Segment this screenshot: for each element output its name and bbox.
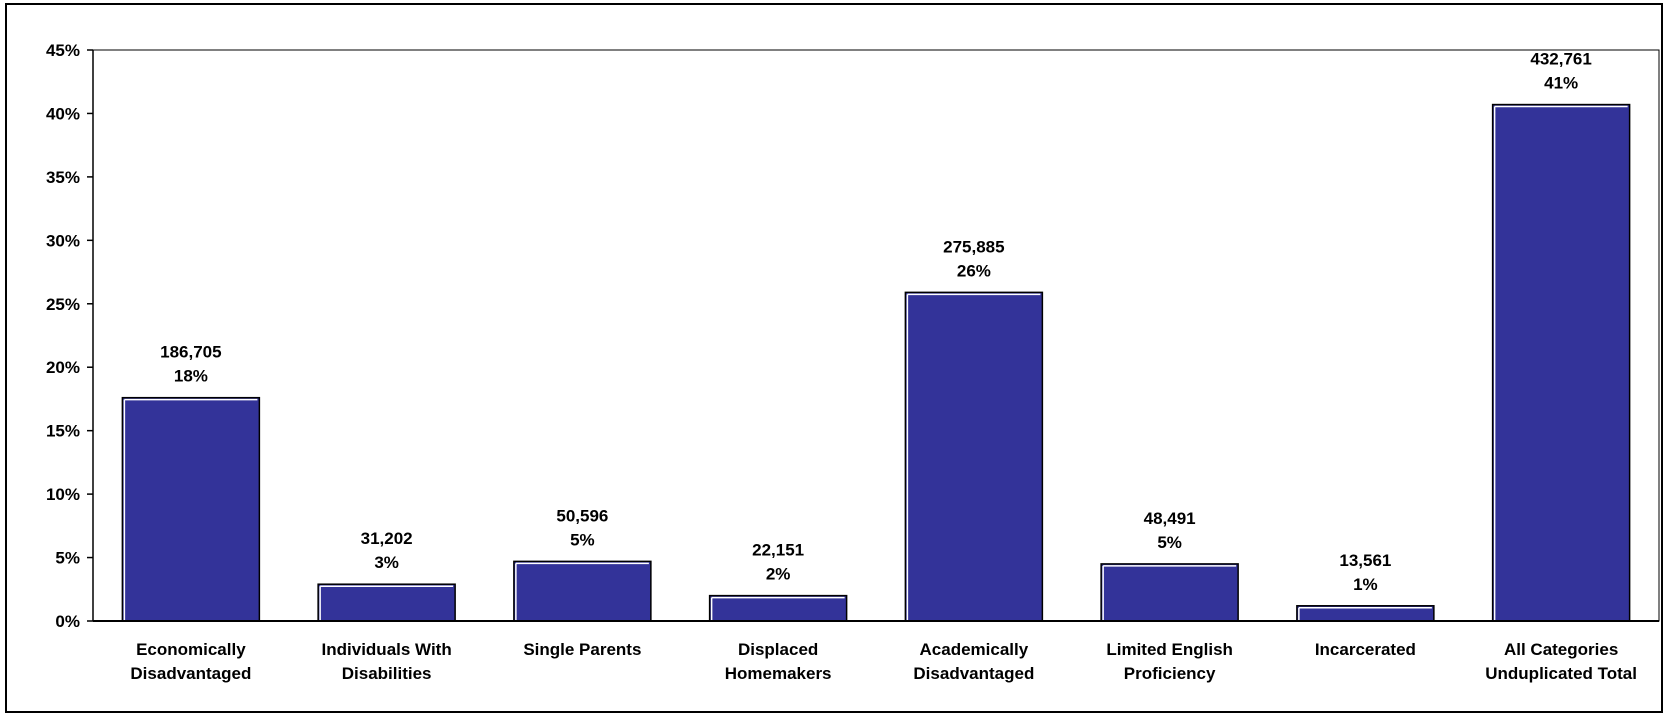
y-tick-label: 20% [46, 358, 80, 377]
bar [905, 292, 1042, 621]
x-tick-label: Academically [920, 640, 1029, 659]
data-label-count: 22,151 [752, 541, 804, 560]
x-tick-label: Disadvantaged [130, 664, 251, 683]
y-tick-label: 40% [46, 104, 80, 123]
data-label-count: 50,596 [556, 506, 608, 525]
data-label-percent: 2% [766, 565, 791, 584]
data-label-count: 186,705 [160, 343, 221, 362]
bar [1493, 105, 1630, 621]
bar [710, 596, 847, 621]
data-label-percent: 5% [1157, 533, 1182, 552]
data-label-percent: 3% [374, 553, 399, 572]
data-label-count: 275,885 [943, 237, 1004, 256]
y-tick-label: 15% [46, 422, 80, 441]
x-tick-label: Disadvantaged [913, 664, 1034, 683]
bar [514, 561, 651, 621]
x-tick-label: Unduplicated Total [1485, 664, 1637, 683]
y-tick-label: 25% [46, 295, 80, 314]
x-tick-label: Proficiency [1124, 664, 1216, 683]
y-tick-label: 10% [46, 485, 80, 504]
x-tick-label: All Categories [1504, 640, 1618, 659]
data-label-percent: 5% [570, 530, 595, 549]
y-tick-label: 35% [46, 168, 80, 187]
y-tick-label: 30% [46, 231, 80, 250]
data-label-count: 31,202 [361, 529, 413, 548]
data-label-count: 432,761 [1530, 50, 1591, 69]
data-label-count: 48,491 [1144, 509, 1196, 528]
x-tick-label: Economically [136, 640, 246, 659]
data-label-percent: 18% [174, 367, 208, 386]
x-tick-label: Individuals With [322, 640, 452, 659]
data-label-percent: 41% [1544, 74, 1578, 93]
x-tick-label: Homemakers [725, 664, 832, 683]
x-tick-label: Displaced [738, 640, 818, 659]
x-tick-label: Incarcerated [1315, 640, 1416, 659]
data-label-count: 13,561 [1339, 551, 1391, 570]
bar [318, 584, 455, 621]
y-tick-label: 45% [46, 41, 80, 60]
data-label-percent: 1% [1353, 575, 1378, 594]
y-tick-label: 5% [55, 549, 80, 568]
x-tick-label: Limited English [1106, 640, 1233, 659]
bar [122, 398, 259, 621]
x-tick-label: Single Parents [523, 640, 641, 659]
x-tick-label: Disabilities [342, 664, 432, 683]
bar [1101, 564, 1238, 621]
data-label-percent: 26% [957, 261, 991, 280]
y-tick-label: 0% [55, 612, 80, 631]
